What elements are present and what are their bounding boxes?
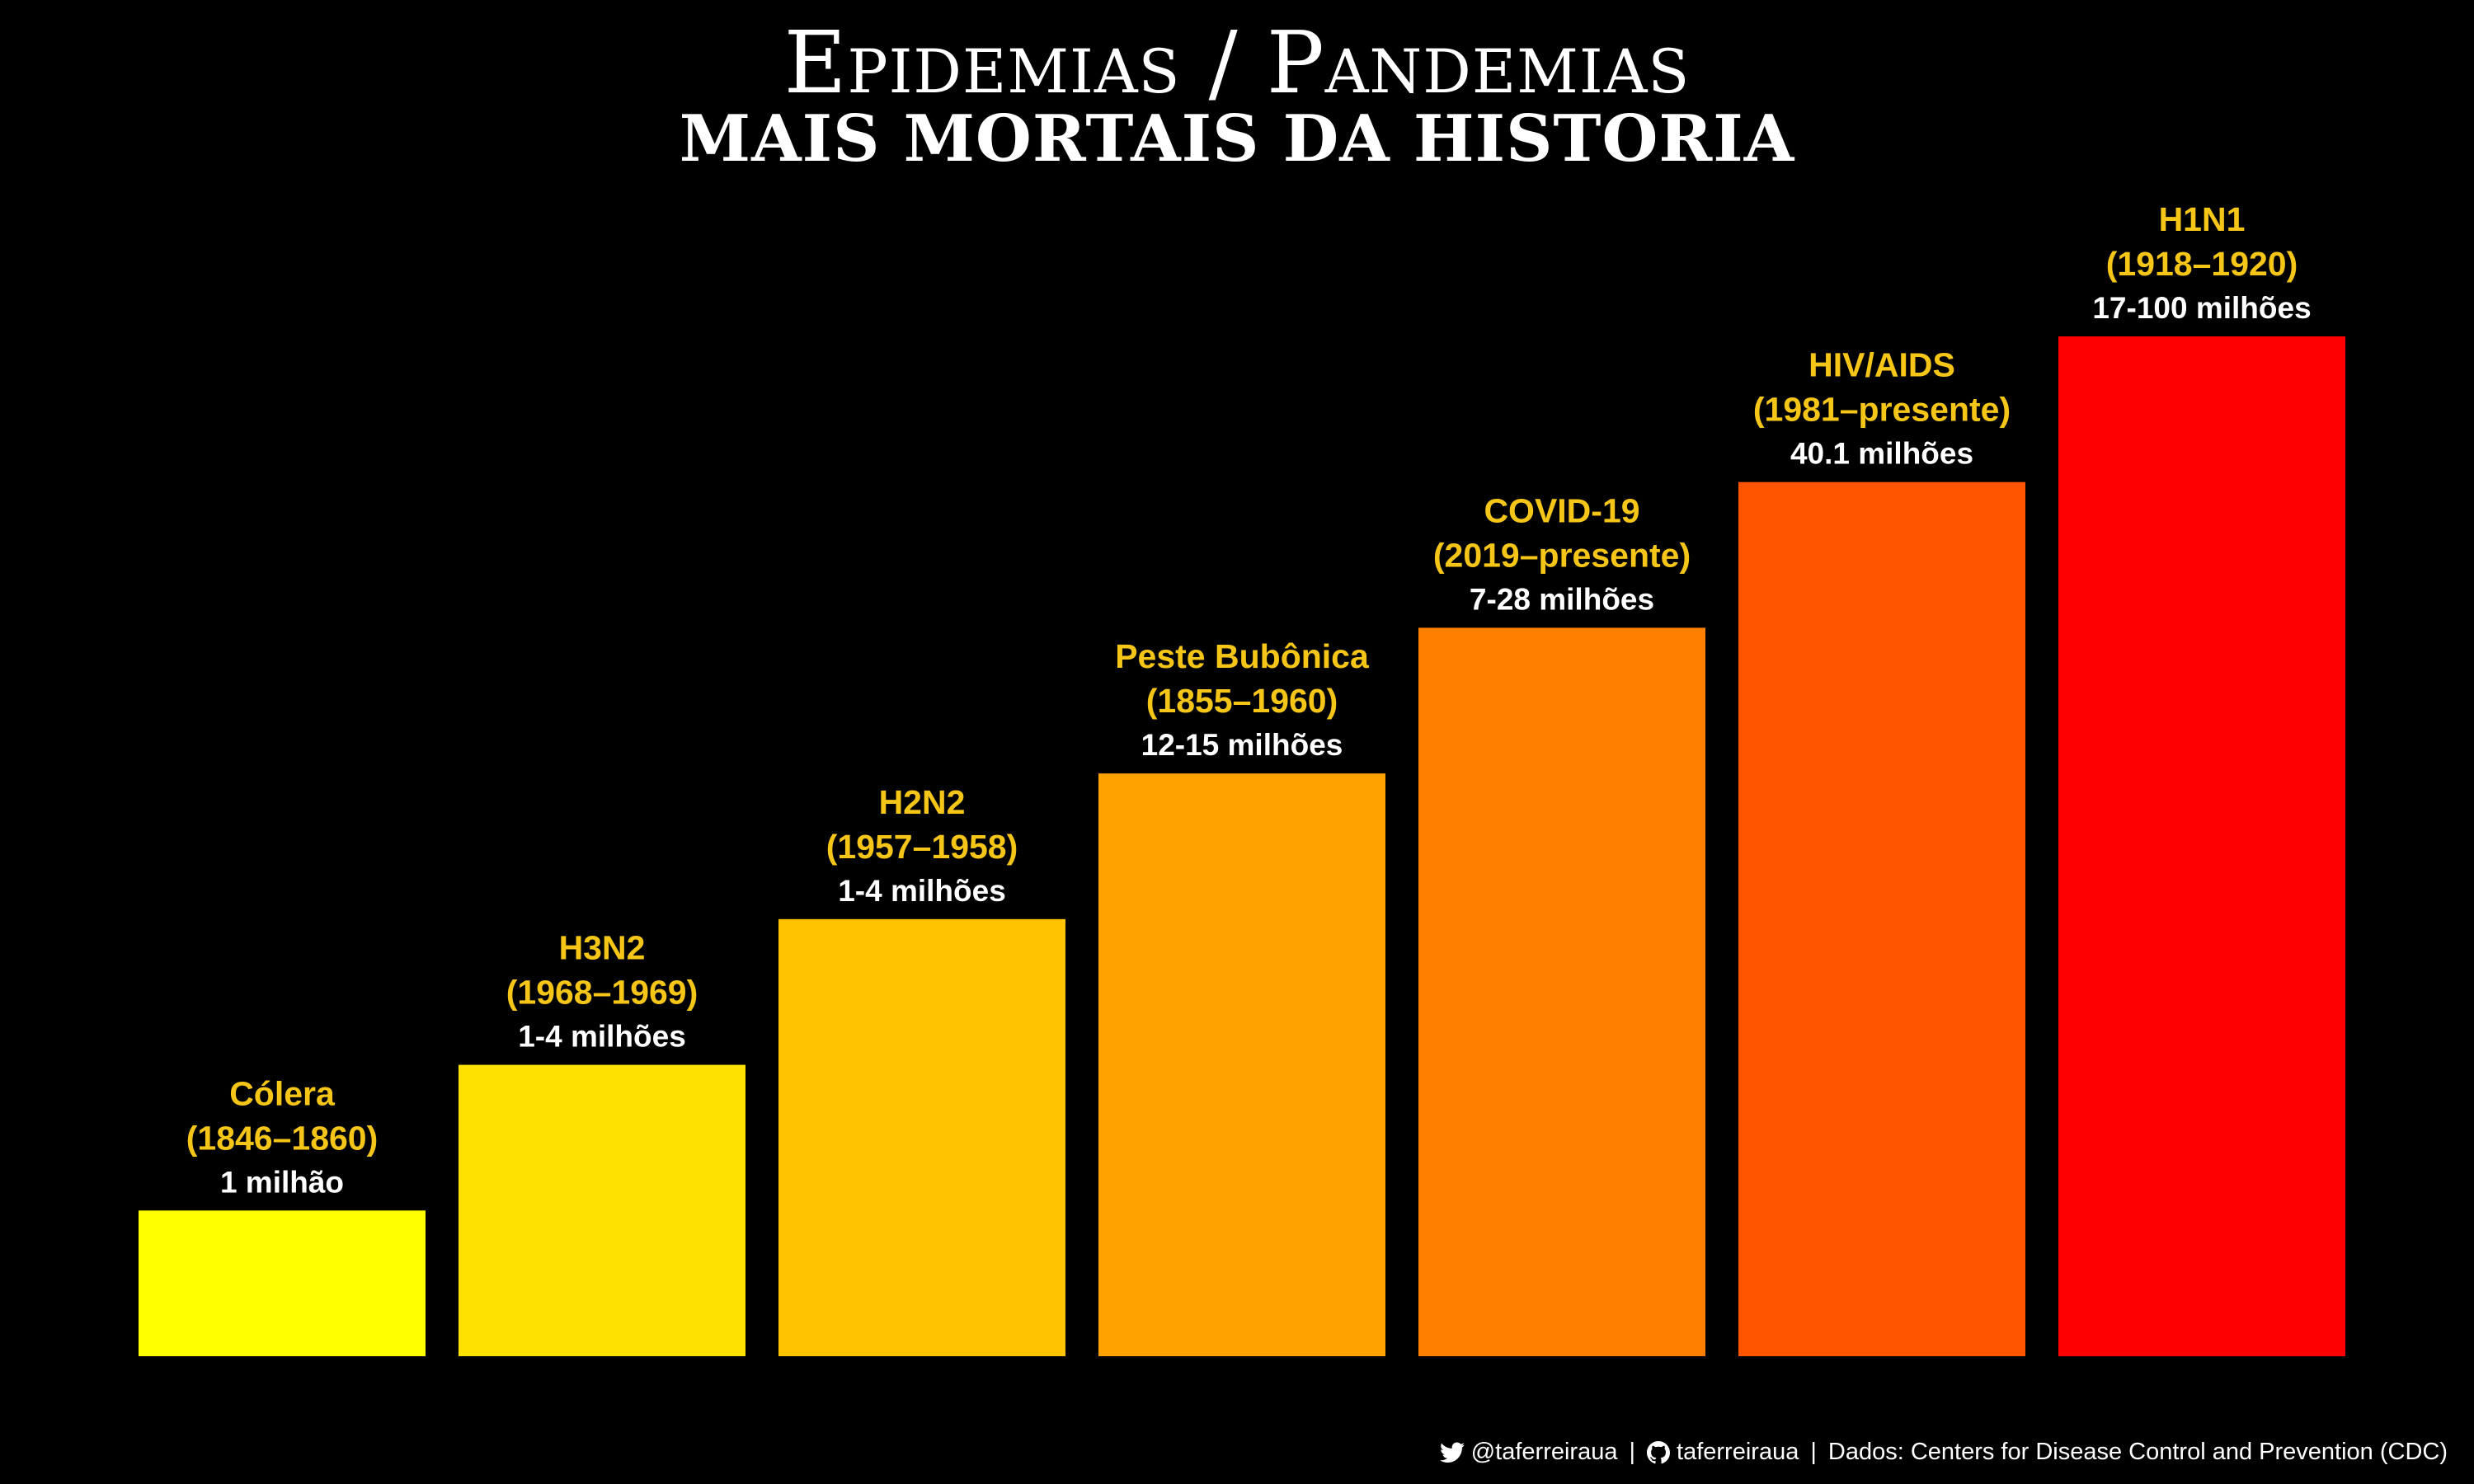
bar-label-period: (1918–1920) (2106, 245, 2298, 283)
bar-label-deaths: 1-4 milhões (518, 1020, 686, 1054)
bar-label-period: (1957–1958) (826, 828, 1018, 866)
bar-label-deaths: 1 milhão (220, 1165, 344, 1199)
footer-separator: | (1810, 1439, 1817, 1465)
bar-label-name: H3N2 (559, 929, 646, 967)
bar-label-deaths: 12-15 milhões (1141, 728, 1343, 762)
bar-label-period: (1855–1960) (1146, 682, 1338, 720)
bar-label-name: COVID-19 (1484, 491, 1639, 529)
bar-label-name: H1N1 (2159, 200, 2246, 238)
github-icon (1647, 1440, 1671, 1464)
bar-label-deaths: 1-4 milhões (838, 874, 1006, 908)
twitter-handle: @taferreiraua (1470, 1439, 1618, 1465)
footer-credits: @taferreiraua | taferreiraua | Dados: Ce… (1439, 1439, 2448, 1466)
bar-label-name: HIV/AIDS (1808, 346, 1955, 384)
bar-3 (778, 918, 1065, 1356)
bar-label-period: (1968–1969) (506, 974, 698, 1012)
footer-separator: | (1629, 1439, 1636, 1465)
bar-label-group: Cólera (1846–1860) 1 milhão H3N2 (1968–1969)… (186, 200, 2312, 1199)
chart-subtitle: MAIS MORTAIS DA HISTORIA (680, 101, 1795, 176)
bar-label-deaths: 17-100 milhões (2092, 291, 2311, 325)
bar-4 (1098, 773, 1385, 1356)
bar-7 (2058, 336, 2345, 1356)
bar-2 (459, 1064, 745, 1356)
bar-label-deaths: 40.1 milhões (1790, 437, 1973, 471)
bar-5 (1418, 627, 1705, 1356)
bar-label-period: (1846–1860) (186, 1119, 379, 1157)
github-handle: taferreiraua (1677, 1439, 1799, 1465)
bar-label-name: H2N2 (879, 783, 966, 821)
bar-1 (139, 1210, 426, 1356)
bar-6 (1738, 481, 2025, 1356)
bar-label-period: (2019–presente) (1433, 536, 1691, 574)
chart-title: Epidemias / Pandemias (784, 12, 1691, 113)
bar-label-name: Peste Bubônica (1115, 637, 1370, 675)
bar-group (139, 336, 2345, 1356)
twitter-bird-icon (1439, 1442, 1465, 1463)
bar-label-deaths: 7-28 milhões (1470, 582, 1654, 616)
bar-label-name: Cólera (229, 1074, 336, 1112)
bar-label-period: (1981–presente) (1753, 391, 2011, 429)
data-source: Dados: Centers for Disease Control and P… (1827, 1439, 2448, 1465)
